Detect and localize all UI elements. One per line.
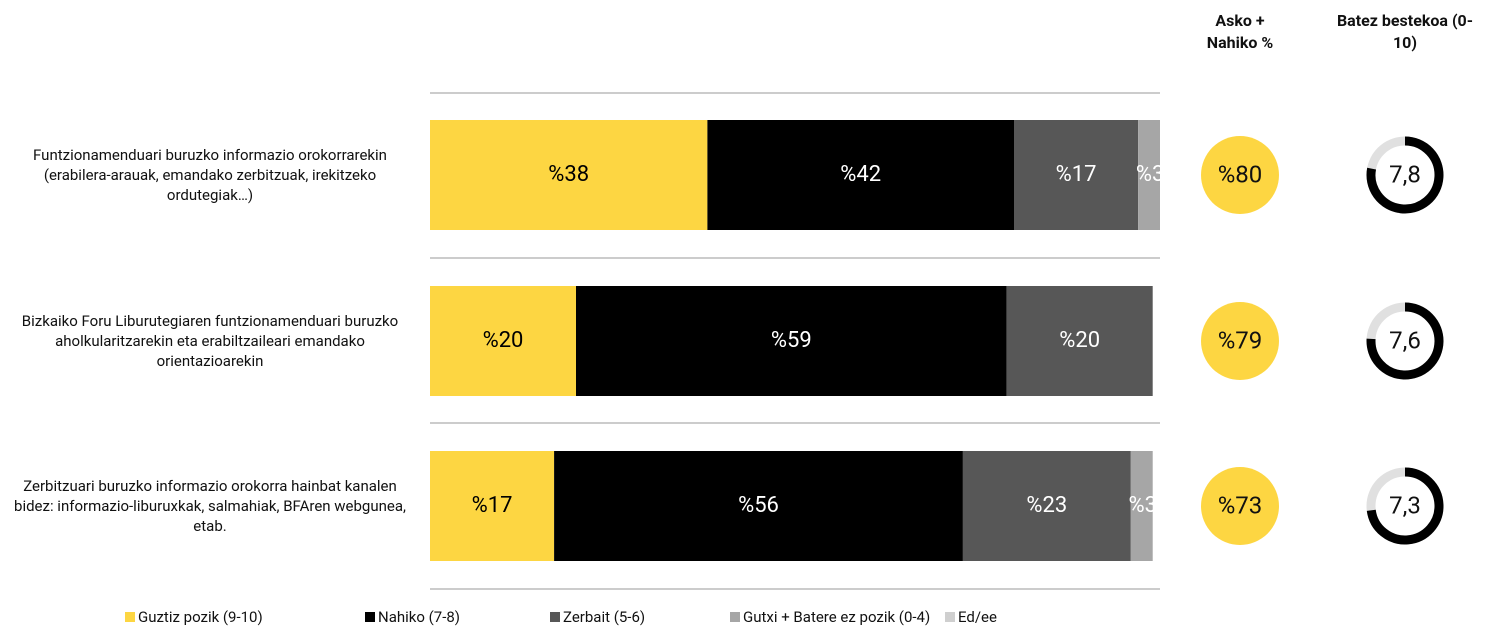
bar-segment [430,451,555,561]
category-label: Funtzionamenduari buruzko informazio oro… [33,146,387,204]
category-label: Bizkaiko Foru Liburutegiaren funtzioname… [21,312,399,370]
bar-label: %3 [1136,162,1164,187]
bar-segment [1138,120,1160,230]
ring-arc [1366,467,1444,545]
bar-label: %20 [483,328,524,353]
category-label: Zerbitzuari buruzko informazio orokorra … [14,477,406,535]
bar-label: %17 [1056,162,1097,187]
legend-swatch [730,612,740,622]
legend-swatch [365,612,375,622]
share-circle [1201,467,1279,545]
bar-segment [554,451,963,561]
legend-label: Guztiz pozik (9-10) [138,608,263,626]
column-value: %79 [1218,326,1263,354]
legend-label: Ed/ee [958,608,997,626]
bar-segment [1006,286,1153,396]
bar-label: %42 [840,162,881,187]
legend-label: Nahiko (7-8) [378,608,460,626]
legend-swatch [550,612,560,622]
bar-label: %38 [548,162,589,187]
bar-label: %56 [738,493,779,518]
ring-arc [1366,136,1444,214]
bar-label: %59 [771,328,812,353]
bars: %38 %42 %17 %3 %20 %59 %20 %17 %56 %23 %3 [430,120,1164,561]
column-value: 7,3 [1389,491,1421,519]
column-value: 7,8 [1389,160,1421,188]
column-header: Asko + Nahiko % [1206,11,1274,52]
bar-segment [1130,451,1153,561]
bar-segment [430,120,708,230]
bar-segment [576,286,1007,396]
bar-segment [707,120,1014,230]
bar-segment [962,451,1131,561]
column-value: %73 [1218,491,1263,519]
bar-segment [1014,120,1139,230]
column-header: Batez bestekoa (0-10) [1336,11,1474,52]
bar-label: %20 [1059,328,1100,353]
legend-label: Gutxi + Batere ez pozik (0-4) [743,608,930,626]
legend-label: Zerbait (5-6) [563,608,645,626]
bar-segment [430,286,576,396]
legend-swatch [125,612,135,622]
share-circle [1201,136,1279,214]
legend-swatch [945,612,955,622]
ring-arc [1366,302,1444,380]
bar-label: %17 [472,493,513,518]
column-value: %80 [1218,160,1263,188]
bar-label: %23 [1026,493,1067,518]
bar-label: %3 [1129,493,1157,518]
share-circle [1201,302,1279,380]
column-value: 7,6 [1389,326,1421,354]
